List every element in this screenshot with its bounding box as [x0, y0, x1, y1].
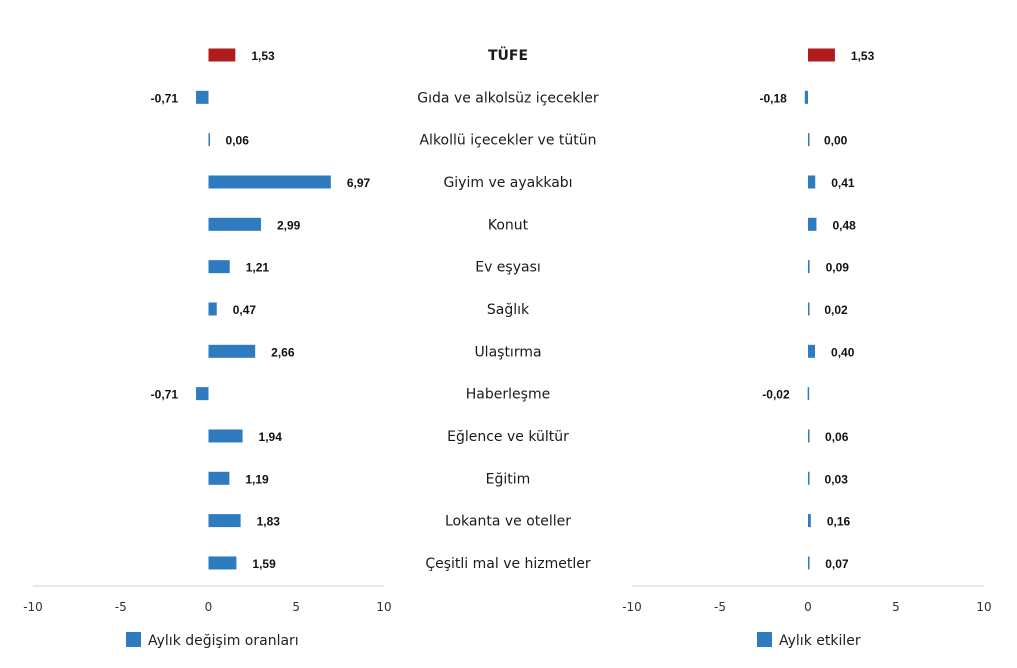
effect-data-label: 0,41	[831, 176, 855, 190]
effect-bar	[808, 514, 811, 528]
effect-data-label: 0,07	[825, 557, 849, 571]
category-label: Ulaştırma	[474, 344, 541, 360]
effect-data-label: 0,03	[825, 472, 849, 486]
change-bar	[208, 260, 230, 274]
change-legend-label: Aylık değişim oranları	[148, 633, 299, 649]
effect-data-label: -0,02	[762, 388, 790, 402]
change-data-label: -0,71	[151, 388, 179, 402]
change-bar	[208, 302, 217, 316]
category-label: Gıda ve alkolsüz içecekler	[417, 90, 599, 106]
effect-legend-label: Aylık etkiler	[779, 633, 861, 649]
category-label: Alkollü içecekler ve tütün	[419, 133, 596, 149]
category-label: Konut	[488, 217, 529, 233]
category-label: Haberleşme	[466, 387, 550, 403]
effect-x-tick-label: -10	[622, 600, 642, 614]
change-bar	[208, 514, 241, 528]
effect-legend-swatch	[757, 632, 772, 647]
change-data-label: 1,94	[259, 430, 283, 444]
change-bar	[208, 429, 243, 443]
category-label: TÜFE	[488, 46, 528, 64]
effect-bar	[808, 175, 816, 189]
change-data-label: 0,06	[226, 134, 250, 148]
change-data-label: -0,71	[151, 91, 179, 105]
change-bar	[208, 556, 237, 570]
effect-bar	[808, 48, 835, 62]
category-label: Eğlence ve kültür	[447, 429, 569, 445]
change-bar	[208, 175, 331, 189]
change-data-label: 0,47	[233, 303, 257, 317]
change-bar	[208, 471, 230, 485]
category-label: Lokanta ve oteller	[445, 514, 571, 530]
change-data-label: 1,19	[245, 472, 269, 486]
change-bar	[196, 387, 209, 401]
effect-bar	[807, 387, 810, 401]
change-x-tick-label: 5	[292, 600, 300, 614]
category-label: Ev eşyası	[475, 260, 541, 276]
category-label: Eğitim	[486, 471, 531, 487]
effect-bar	[808, 217, 817, 231]
effect-data-label: 1,53	[851, 49, 875, 63]
category-label: Giyim ve ayakkabı	[443, 175, 572, 191]
change-x-tick-label: -5	[115, 600, 127, 614]
effect-x-tick-label: 10	[976, 600, 991, 614]
effect-data-label: 0,48	[832, 218, 856, 232]
category-label: Sağlık	[487, 302, 530, 318]
change-data-label: 1,83	[257, 515, 281, 529]
effect-bar	[808, 344, 816, 358]
change-data-label: 1,59	[252, 557, 276, 571]
effect-data-label: 0,09	[826, 261, 850, 275]
effect-bar	[808, 471, 810, 485]
change-data-label: 1,53	[251, 49, 275, 63]
change-data-label: 2,66	[271, 345, 295, 359]
change-bar	[196, 90, 209, 104]
change-x-tick-label: -10	[23, 600, 43, 614]
change-bar	[208, 217, 261, 231]
effect-data-label: 0,00	[824, 134, 848, 148]
effect-data-label: 0,02	[824, 303, 848, 317]
effect-x-tick-label: 0	[804, 600, 812, 614]
change-data-label: 2,99	[277, 218, 301, 232]
effect-x-tick-label: -5	[714, 600, 726, 614]
effect-data-label: 0,16	[827, 515, 851, 529]
change-data-label: 1,21	[246, 261, 270, 275]
effect-bar	[808, 302, 810, 316]
effect-bar	[808, 556, 810, 570]
effect-bar	[808, 429, 810, 443]
effect-bar	[804, 90, 808, 104]
effect-data-label: 0,06	[825, 430, 849, 444]
category-label: Çeşitli mal ve hizmetler	[425, 556, 591, 572]
change-bar	[208, 133, 210, 147]
change-x-tick-label: 0	[205, 600, 213, 614]
change-bar	[208, 48, 236, 62]
change-legend-swatch	[126, 632, 141, 647]
change-data-label: 6,97	[347, 176, 371, 190]
effect-bar	[808, 260, 810, 274]
effect-bar	[808, 133, 810, 147]
effect-x-tick-label: 5	[892, 600, 900, 614]
change-x-tick-label: 10	[376, 600, 391, 614]
effect-data-label: 0,40	[831, 345, 855, 359]
effect-data-label: -0,18	[759, 91, 787, 105]
change-bar	[208, 344, 256, 358]
